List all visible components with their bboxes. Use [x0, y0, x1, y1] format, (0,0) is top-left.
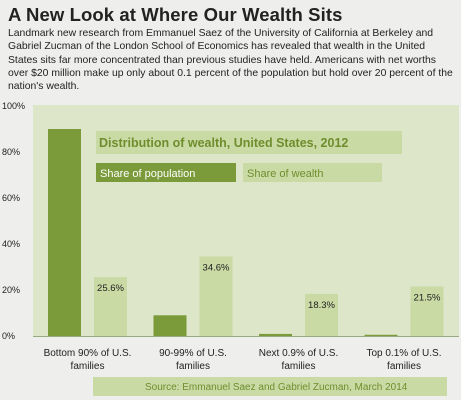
y-tick-label: 100%	[2, 101, 25, 111]
bar-wealth	[305, 293, 338, 336]
bar-wealth	[94, 277, 127, 336]
bar-population	[153, 315, 187, 336]
bar-population	[259, 333, 292, 336]
page-title: A New Look at Where Our Wealth Sits	[8, 4, 343, 25]
x-category-label: families	[282, 361, 316, 372]
y-tick-label: 0%	[2, 331, 15, 341]
bar-wealth	[410, 286, 444, 336]
x-category-label: families	[176, 361, 210, 372]
data-label-wealth: 34.6%	[203, 262, 230, 273]
legend-label-wealth: Share of wealth	[247, 168, 323, 180]
x-category-label: Bottom 90% of U.S.	[44, 348, 132, 359]
x-category-label: 90-99% of U.S.	[159, 348, 227, 359]
data-label-wealth: 25.6%	[97, 283, 124, 294]
chart-title-box	[96, 131, 402, 154]
source-box	[93, 377, 447, 396]
y-tick-label: 40%	[2, 239, 20, 249]
x-category-label: Next 0.9% of U.S.	[259, 348, 338, 359]
y-tick-label: 20%	[2, 285, 20, 295]
x-category-label: families	[387, 361, 421, 372]
data-label-wealth: 18.3%	[308, 300, 335, 311]
x-category-label: Top 0.1% of U.S.	[366, 348, 441, 359]
bar-population	[364, 334, 398, 336]
page-description: Landmark new research from Emmanuel Saez…	[8, 28, 453, 93]
source-note: Source: Emmanuel Saez and Gabriel Zucman…	[145, 382, 408, 393]
bar-wealth	[199, 256, 233, 336]
y-tick-label: 80%	[2, 147, 20, 157]
x-category-label: families	[71, 361, 105, 372]
legend-label-population: Share of population	[100, 168, 195, 180]
y-tick-label: 60%	[2, 193, 20, 203]
legend-swatch-wealth	[243, 163, 382, 182]
legend-swatch-population	[96, 163, 236, 182]
chart-title: Distribution of wealth, United States, 2…	[99, 136, 348, 150]
data-label-wealth: 21.5%	[414, 293, 441, 304]
bar-population	[48, 129, 81, 336]
